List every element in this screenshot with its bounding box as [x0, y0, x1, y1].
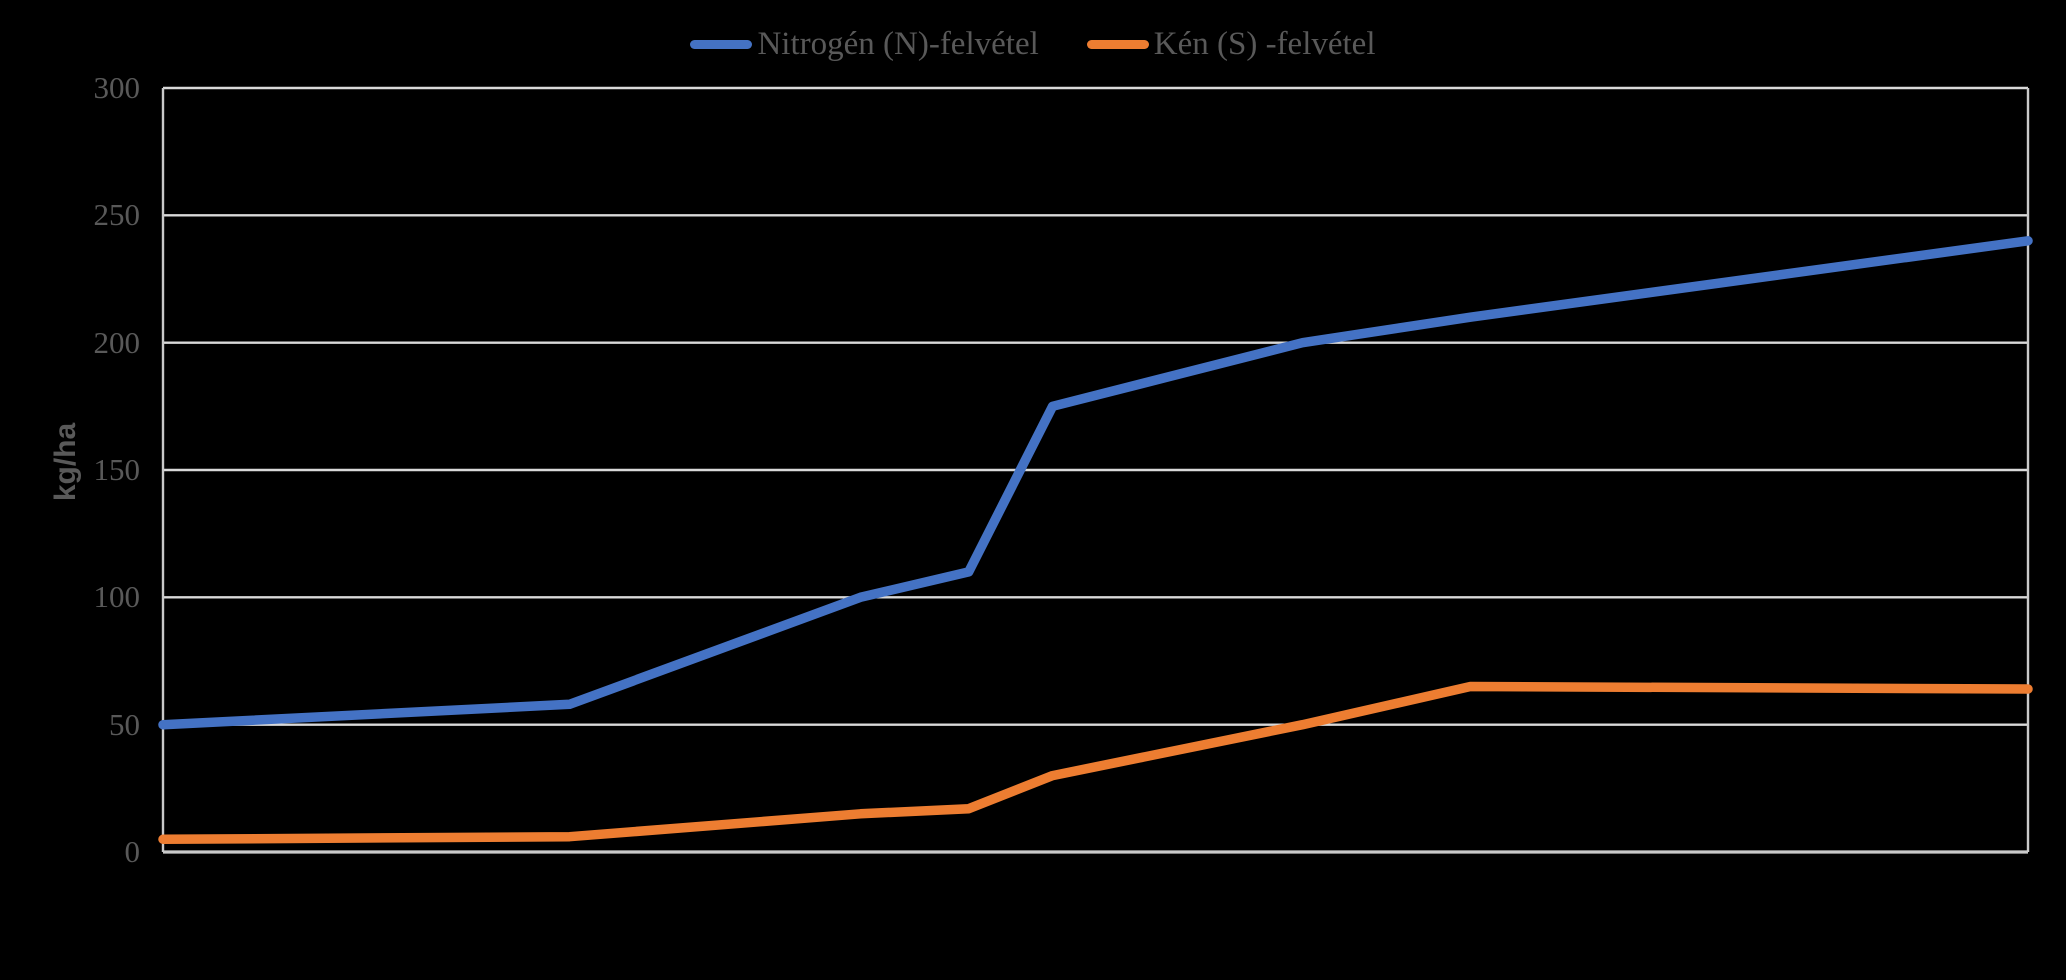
legend-label-nitrogen: Nitrogén (N)-felvétel — [757, 25, 1039, 62]
y-axis-tick-label: 200 — [93, 324, 141, 360]
y-axis-tick-label: 150 — [93, 452, 141, 487]
legend-label-sulfur: Kén (S) -felvétel — [1153, 25, 1376, 62]
legend-marker-nitrogen-line-icon — [690, 39, 753, 49]
y-axis-title: kg/ha — [49, 422, 82, 502]
y-axis-tick-label: 50 — [109, 706, 140, 742]
y-axis-tick-label: 100 — [93, 579, 141, 615]
y-axis-tick-labels: 300 250 200 150 100 50 0 — [0, 0, 141, 980]
series-line-sulfur — [158, 681, 2033, 845]
series-line-nitrogen — [158, 236, 2033, 730]
legend-item-nitrogen: Nitrogén (N)-felvétel — [690, 25, 1039, 63]
y-axis-tick-label: 0 — [124, 834, 141, 869]
chart-legend: Nitrogén (N)-felvétel Kén (S) -felvétel — [0, 16, 2066, 72]
legend-marker-sulfur-line-icon — [1086, 39, 1149, 49]
y-axis-tick-label: 300 — [93, 70, 141, 105]
y-axis-tick-label: 250 — [93, 197, 141, 233]
legend-item-sulfur: Kén (S) -felvétel — [1086, 25, 1376, 63]
